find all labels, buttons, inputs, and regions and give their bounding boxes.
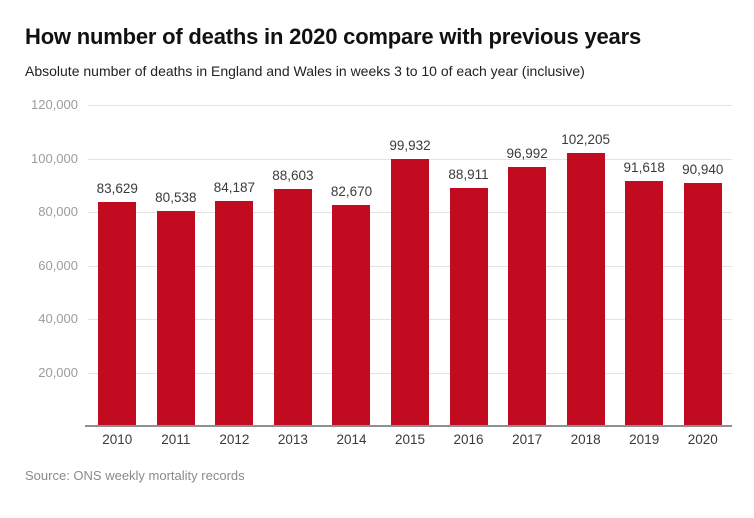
- bar-value-label: 84,187: [213, 179, 256, 195]
- x-axis-tick-label: 2020: [687, 432, 718, 447]
- bar-2019: [625, 180, 664, 426]
- source-note: Source: ONS weekly mortality records: [25, 468, 245, 483]
- bar-2011: [156, 210, 195, 426]
- y-axis-tick-label: 100,000: [31, 150, 78, 166]
- bar-value-label: 83,629: [96, 181, 138, 197]
- bar-value-label: 88,911: [448, 167, 489, 183]
- bar-slot-2017: 96,992: [498, 145, 557, 426]
- bar-slot-2019: 91,618: [615, 160, 674, 426]
- bar-value-label: 102,205: [561, 131, 611, 147]
- x-axis-tick-label: 2015: [394, 432, 426, 447]
- bar-2012: [215, 200, 254, 426]
- bar-slot-2020: 90,940: [673, 162, 732, 426]
- bar-slot-2015: 99,932: [381, 138, 440, 426]
- chart-subtitle: Absolute number of deaths in England and…: [25, 63, 585, 79]
- bar-2020: [683, 182, 722, 426]
- bars-row: 83,629 80,538 84,187 88,603 82,670 99,932 88,9…: [88, 105, 732, 426]
- bar-slot-2010: 83,629: [88, 181, 147, 426]
- bar-value-label: 96,992: [506, 145, 548, 161]
- bar-2014: [332, 204, 371, 426]
- bar-2015: [391, 158, 429, 426]
- x-axis-line: [85, 425, 732, 427]
- x-axis-tick-label: 2018: [570, 432, 601, 447]
- bar-value-label: 91,618: [623, 159, 665, 175]
- bar-2017: [508, 166, 547, 426]
- bar-value-label: 82,670: [330, 183, 373, 199]
- x-axis-tick-label: 2013: [277, 432, 308, 447]
- chart-title: How number of deaths in 2020 compare wit…: [25, 24, 641, 49]
- x-axis-tick-label: 2017: [512, 432, 543, 447]
- bar-slot-2018: 102,205: [556, 132, 615, 426]
- bar-value-label: 80,538: [155, 189, 197, 205]
- x-axis-tick-label: 2010: [102, 432, 133, 447]
- bar-value-label: 88,603: [272, 168, 314, 183]
- x-axis-tick-label: 2012: [219, 432, 250, 447]
- x-axis-tick-label: 2014: [336, 432, 367, 447]
- y-axis-tick-label: 20,000: [38, 364, 78, 380]
- bar-slot-2012: 84,187: [205, 180, 264, 426]
- x-axis-labels: 2010 2011 2012 2013 2014 2015 2016 2017 2018 2019…: [88, 432, 732, 447]
- bar-slot-2013: 88,603: [264, 168, 323, 426]
- bar-2010: [98, 202, 137, 426]
- bar-slot-2016: 88,911: [439, 167, 498, 426]
- bar-2018: [566, 152, 605, 426]
- x-axis-tick-label: 2011: [161, 432, 191, 447]
- y-axis-tick-label: 60,000: [38, 257, 78, 273]
- plot-area: 83,629 80,538 84,187 88,603 82,670 99,932 88,9…: [85, 105, 732, 427]
- x-axis-tick-label: 2019: [629, 432, 660, 447]
- y-axis-tick-label: 120,000: [31, 97, 78, 112]
- y-axis-tick-label: 80,000: [38, 204, 78, 219]
- bar-2013: [273, 189, 312, 426]
- bar-2016: [449, 188, 488, 426]
- gridline: [88, 105, 732, 106]
- bar-value-label: 90,940: [682, 161, 724, 177]
- bar-slot-2014: 82,670: [322, 184, 381, 426]
- bar-slot-2011: 80,538: [147, 190, 206, 426]
- bar-value-label: 99,932: [389, 137, 431, 153]
- x-axis-tick-label: 2016: [453, 432, 484, 447]
- y-axis-tick-label: 40,000: [38, 311, 78, 326]
